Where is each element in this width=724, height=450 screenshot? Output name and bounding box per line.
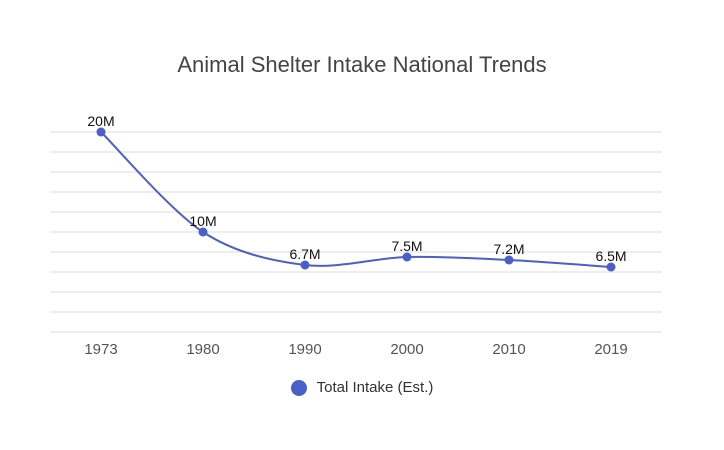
data-label-1973: 20M: [87, 113, 114, 129]
data-point-1973: [96, 127, 106, 137]
legend: Total Intake (Est.): [0, 379, 724, 396]
data-label-2000: 7.5M: [391, 238, 422, 254]
x-tick-label-1980: 1980: [186, 341, 219, 358]
series-line-total-intake: [100, 131, 612, 268]
x-tick-label-2010: 2010: [492, 341, 525, 358]
data-label-layer: 20M 10M 6.7M 7.5M 7.2M 6.5M: [87, 113, 626, 264]
data-point-2019: [606, 262, 616, 272]
grid-layer: [50, 131, 662, 333]
chart-title: Animal Shelter Intake National Trends: [177, 52, 547, 77]
data-point-2000: [402, 252, 412, 262]
data-point-1980: [198, 227, 208, 237]
legend-swatch-total-intake: [290, 379, 307, 396]
x-tick-label-1973: 1973: [84, 341, 117, 358]
series-line-layer: [100, 131, 612, 268]
series-point-layer: [96, 127, 616, 272]
x-tick-label-2019: 2019: [594, 341, 627, 358]
x-tick-label-1990: 1990: [288, 341, 321, 358]
data-point-1990: [300, 260, 310, 270]
data-label-1990: 6.7M: [289, 246, 320, 262]
legend-label-total-intake: Total Intake (Est.): [316, 379, 434, 396]
data-label-2010: 7.2M: [493, 241, 524, 257]
x-axis-tick-labels: 1973 1980 1990 2000 2010 2019: [84, 341, 627, 358]
data-point-2010: [504, 255, 514, 265]
data-label-1980: 10M: [189, 213, 216, 229]
x-tick-label-2000: 2000: [390, 341, 423, 358]
data-label-2019: 6.5M: [595, 248, 626, 264]
